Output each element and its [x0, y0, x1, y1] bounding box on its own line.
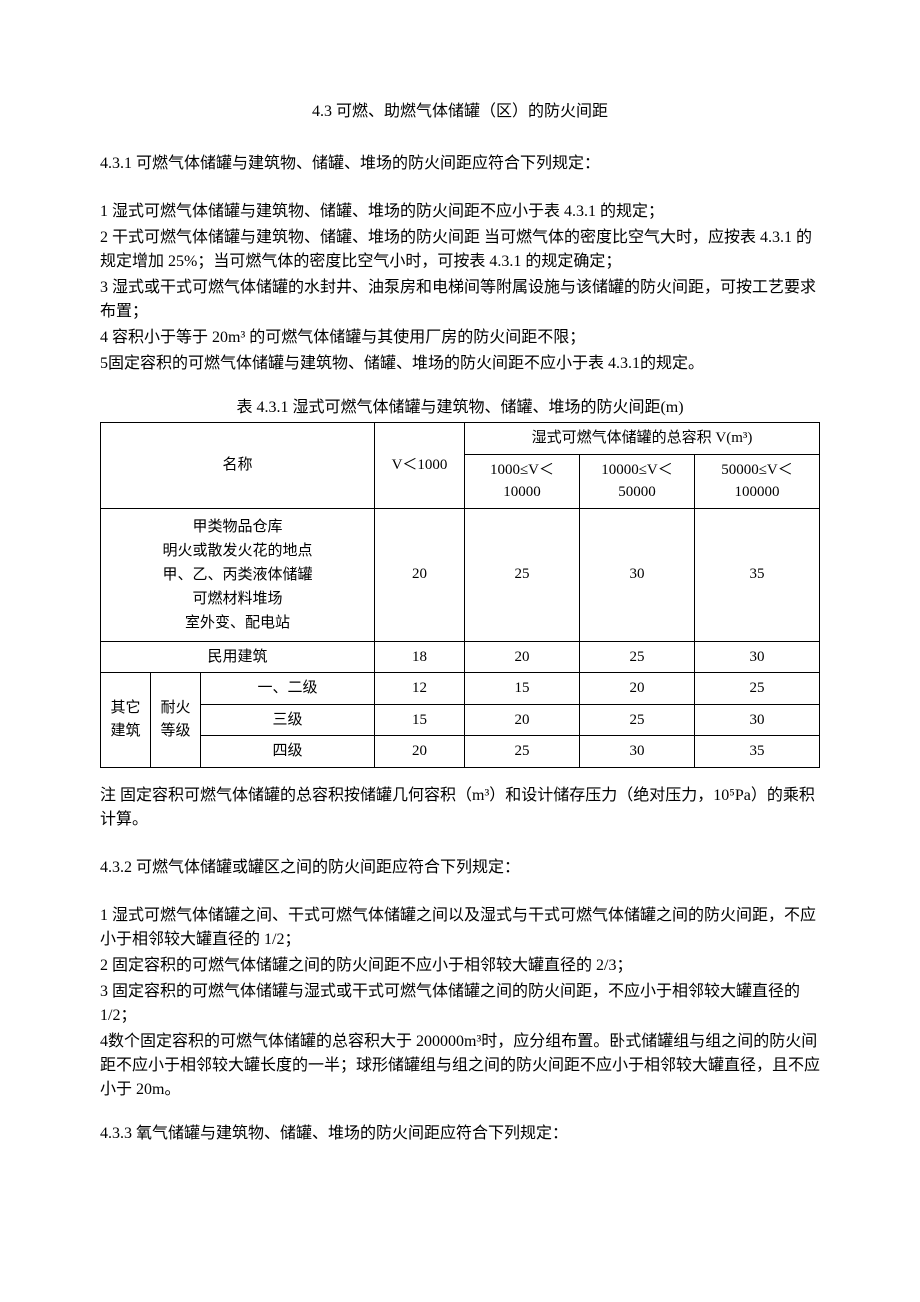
cell: 30: [580, 736, 695, 768]
cell: 25: [580, 704, 695, 736]
cell: 15: [375, 704, 465, 736]
table-caption: 表 4.3.1 湿式可燃气体储罐与建筑物、储罐、堆场的防火间距(m): [100, 396, 820, 420]
fire-grade-label: 耐火等级: [151, 673, 201, 768]
clause-432-p3: 3 固定容积的可燃气体储罐与湿式或干式可燃气体储罐之间的防火间距，不应小于相邻较…: [100, 980, 820, 1028]
cell: 12: [375, 673, 465, 705]
clause-431-p1: 1 湿式可燃气体储罐与建筑物、储罐、堆场的防火间距不应小于表 4.3.1 的规定…: [100, 200, 820, 224]
cell: 30: [695, 704, 820, 736]
cell: 25: [580, 641, 695, 673]
clause-431-p3: 3 湿式或干式可燃气体储罐的水封井、油泵房和电梯间等附属设施与该储罐的防火间距，…: [100, 276, 820, 324]
clause-431-p4: 4 容积小于等于 20m³ 的可燃气体储罐与其使用厂房的防火间距不限；: [100, 326, 820, 350]
col-volume-header: 湿式可燃气体储罐的总容积 V(m³): [465, 423, 820, 455]
cell: 25: [465, 736, 580, 768]
other-building-label: 其它建筑: [101, 673, 151, 768]
cell: 25: [465, 508, 580, 641]
clause-431-head: 4.3.1 可燃气体储罐与建筑物、储罐、堆场的防火间距应符合下列规定：: [100, 152, 820, 176]
row1-name: 甲类物品仓库 明火或散发火花的地点 甲、乙、丙类液体储罐 可燃材料堆场 室外变、…: [101, 508, 375, 641]
cell: 20: [375, 508, 465, 641]
col-v3-header: 10000≤V＜50000: [580, 454, 695, 508]
clause-432-p2: 2 固定容积的可燃气体储罐之间的防火间距不应小于相邻较大罐直径的 2/3；: [100, 954, 820, 978]
table-row: 甲类物品仓库 明火或散发火花的地点 甲、乙、丙类液体储罐 可燃材料堆场 室外变、…: [101, 508, 820, 641]
table-note: 注 固定容积可燃气体储罐的总容积按储罐几何容积（m³）和设计储存压力（绝对压力，…: [100, 784, 820, 832]
cell: 30: [580, 508, 695, 641]
clause-431-p5: 5固定容积的可燃气体储罐与建筑物、储罐、堆场的防火间距不应小于表 4.3.1的规…: [100, 352, 820, 376]
col-v2-header: 1000≤V＜10000: [465, 454, 580, 508]
cell: 20: [465, 641, 580, 673]
cell: 35: [695, 508, 820, 641]
grade-4-label: 四级: [201, 736, 375, 768]
cell: 18: [375, 641, 465, 673]
clause-432-p4: 4数个固定容积的可燃气体储罐的总容积大于 200000m³时，应分组布置。卧式储…: [100, 1030, 820, 1102]
col-v1-header: V＜1000: [375, 423, 465, 509]
table-header-row: 名称 V＜1000 湿式可燃气体储罐的总容积 V(m³): [101, 423, 820, 455]
table-row: 民用建筑 18 20 25 30: [101, 641, 820, 673]
clause-433-head: 4.3.3 氧气储罐与建筑物、储罐、堆场的防火间距应符合下列规定：: [100, 1122, 820, 1146]
clause-432-head: 4.3.2 可燃气体储罐或罐区之间的防火间距应符合下列规定：: [100, 856, 820, 880]
table-row: 三级 15 20 25 30: [101, 704, 820, 736]
cell: 35: [695, 736, 820, 768]
grade-3-label: 三级: [201, 704, 375, 736]
cell: 15: [465, 673, 580, 705]
clause-431-p2: 2 干式可燃气体储罐与建筑物、储罐、堆场的防火间距 当可燃气体的密度比空气大时，…: [100, 226, 820, 274]
cell: 20: [375, 736, 465, 768]
table-row: 四级 20 25 30 35: [101, 736, 820, 768]
fire-distance-table: 名称 V＜1000 湿式可燃气体储罐的总容积 V(m³) 1000≤V＜1000…: [100, 422, 820, 768]
col-v4-header: 50000≤V＜100000: [695, 454, 820, 508]
grade-12-label: 一、二级: [201, 673, 375, 705]
clause-431-body: 1 湿式可燃气体储罐与建筑物、储罐、堆场的防火间距不应小于表 4.3.1 的规定…: [100, 200, 820, 376]
cell: 30: [695, 641, 820, 673]
col-name-header: 名称: [101, 423, 375, 509]
section-title: 4.3 可燃、助燃气体储罐（区）的防火间距: [100, 100, 820, 124]
cell: 25: [695, 673, 820, 705]
cell: 20: [580, 673, 695, 705]
clause-432-p1: 1 湿式可燃气体储罐之间、干式可燃气体储罐之间以及湿式与干式可燃气体储罐之间的防…: [100, 904, 820, 952]
clause-432-body: 1 湿式可燃气体储罐之间、干式可燃气体储罐之间以及湿式与干式可燃气体储罐之间的防…: [100, 904, 820, 1102]
table-row: 其它建筑 耐火等级 一、二级 12 15 20 25: [101, 673, 820, 705]
row2-name: 民用建筑: [101, 641, 375, 673]
cell: 20: [465, 704, 580, 736]
